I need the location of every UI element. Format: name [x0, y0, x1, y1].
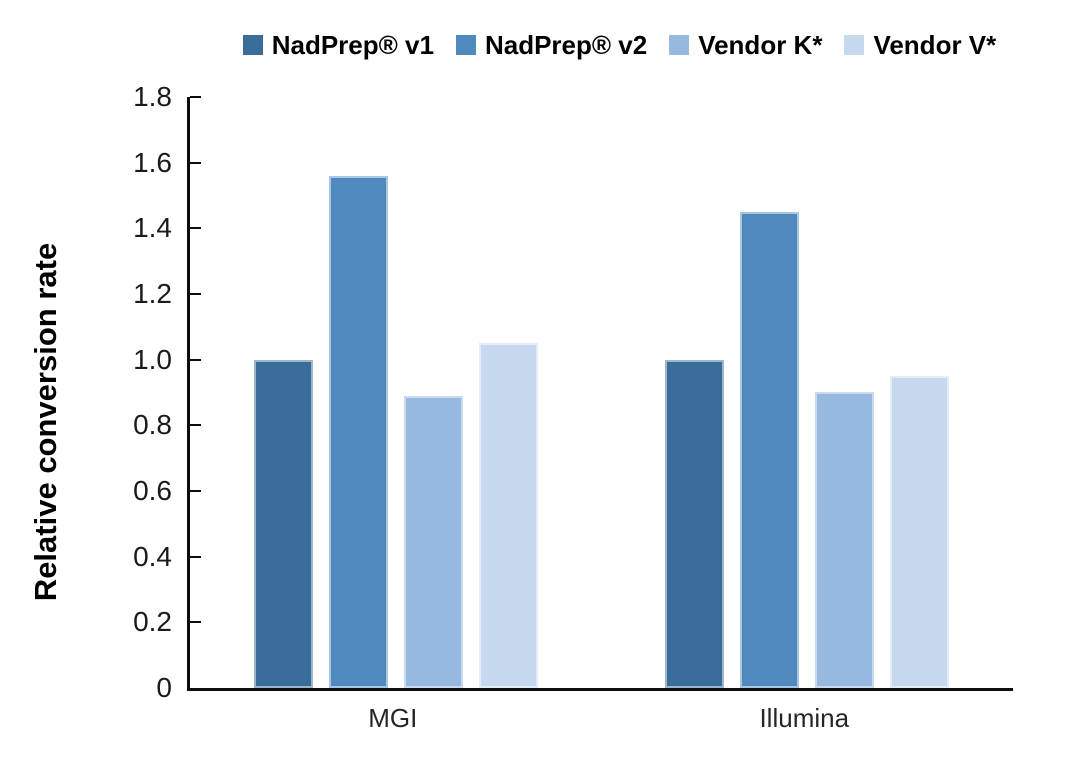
y-tick-label: 1.6: [133, 146, 172, 178]
bar: [478, 343, 538, 688]
bar: [890, 376, 950, 688]
legend-label: NadPrep® v1: [271, 29, 434, 60]
y-tick-label: 0.8: [133, 409, 172, 441]
y-tick-label: 0.6: [133, 475, 172, 506]
y-tick-label: 0.4: [133, 540, 172, 572]
bar: [253, 360, 313, 688]
y-tick-label: 0: [156, 672, 172, 703]
legend-swatch-icon: [242, 35, 263, 55]
legend-item: NadPrep® v1: [242, 29, 434, 61]
legend-item: Vendor V*: [844, 30, 996, 61]
legend-swatch-icon: [669, 35, 690, 55]
legend-swatch-icon: [844, 35, 865, 55]
bar: [665, 360, 725, 688]
bar: [403, 396, 463, 688]
bar-group: [602, 97, 1014, 688]
y-tick: [190, 161, 201, 164]
y-tick: [190, 424, 201, 427]
y-tick-label: 1.4: [133, 212, 172, 244]
x-category-label: Illumina: [759, 703, 850, 733]
y-axis-tick-labels: 0 0.2 0.4 0.6 0.8 1.0 1.2 1.4 1.6 1.8: [0, 83, 172, 702]
bar: [740, 212, 800, 688]
plot-area: [187, 96, 1014, 691]
x-category-label: MGI: [368, 703, 418, 733]
legend-item: Vendor K*: [669, 30, 822, 61]
y-tick: [190, 96, 201, 98]
y-tick: [190, 358, 201, 361]
bar-group: [190, 97, 602, 688]
legend-label: NadPrep® v2: [484, 29, 648, 60]
bar: [328, 176, 388, 688]
legend-label: Vendor V*: [873, 29, 997, 60]
legend-label: Vendor K*: [698, 29, 823, 60]
legend-item: NadPrep® v2: [455, 29, 648, 61]
y-tick: [190, 490, 201, 492]
legend-swatch-icon: [455, 35, 476, 55]
y-tick-label: 1.2: [133, 278, 172, 309]
y-tick: [190, 293, 201, 295]
bar: [815, 392, 875, 688]
y-tick-label: 1.0: [133, 343, 172, 375]
y-tick: [190, 621, 201, 624]
y-tick: [190, 555, 201, 558]
chart-legend: NadPrep® v1 NadPrep® v2 Vendor K* Vendor V*: [0, 28, 1069, 62]
x-axis-labels: MGI Illumina: [187, 703, 1010, 739]
y-tick-label: 1.8: [133, 81, 172, 112]
y-tick: [190, 227, 201, 230]
y-tick-label: 0.2: [133, 606, 172, 638]
